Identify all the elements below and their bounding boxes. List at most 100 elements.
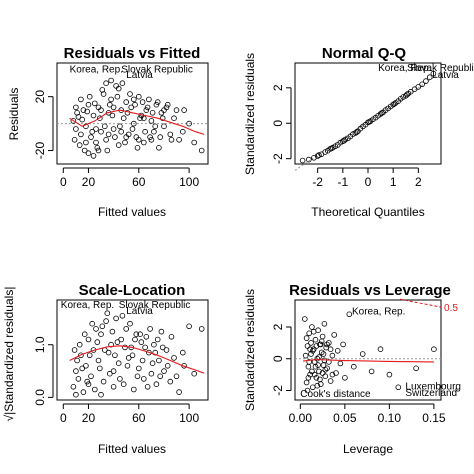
data-point <box>333 370 339 376</box>
data-point <box>110 368 117 374</box>
data-point <box>139 99 146 105</box>
y-tick-label: 0.0 <box>33 389 47 406</box>
data-point <box>342 374 348 381</box>
data-point <box>198 147 205 154</box>
x-tick-label: 100 <box>179 175 199 189</box>
data-point <box>148 118 155 124</box>
data-point <box>415 84 422 90</box>
panel-residuals-vs-fitted: Residuals vs Fitted 0 20 60 100 -20 20 Korea,… <box>7 45 209 219</box>
data-point <box>153 101 160 108</box>
x-tick-label: 1 <box>390 175 397 189</box>
y-tick-label: 1.0 <box>33 336 47 353</box>
data-point <box>93 139 99 146</box>
data-point <box>70 118 77 124</box>
data-point <box>136 365 142 372</box>
data-point <box>120 381 127 388</box>
panel-normal-qq: Normal Q-Q -2 -1 0 1 2 -2 0 2 Korea, Rep.Slovak… <box>243 45 474 219</box>
data-point <box>156 145 162 151</box>
data-point <box>395 384 402 391</box>
data-point <box>115 360 122 367</box>
data-point <box>138 339 145 345</box>
data-point <box>319 370 326 376</box>
data-point <box>313 374 320 381</box>
data-point <box>317 376 323 383</box>
x-axis-label: Leverage <box>343 442 393 456</box>
data-point <box>141 115 147 121</box>
data-point <box>133 331 140 338</box>
data-point <box>118 336 124 343</box>
data-point <box>110 126 117 132</box>
data-point <box>325 340 332 346</box>
data-point <box>92 100 98 107</box>
data-point <box>81 147 88 154</box>
data-point <box>78 131 84 138</box>
data-point <box>359 351 366 357</box>
point-annotation: Korea, Rep. <box>70 64 123 75</box>
data-point <box>167 131 174 138</box>
data-point <box>123 134 129 140</box>
data-point <box>331 332 338 338</box>
smoother-line <box>302 358 434 363</box>
data-point <box>128 104 135 111</box>
data-point <box>76 142 83 148</box>
data-point <box>139 357 146 364</box>
data-point <box>90 153 97 159</box>
data-point <box>322 366 329 373</box>
data-point <box>141 139 147 146</box>
data-point <box>308 340 314 346</box>
data-point <box>149 360 156 367</box>
data-point <box>157 134 164 140</box>
data-point <box>142 128 148 135</box>
data-point <box>350 363 357 370</box>
panel-title: Residuals vs Fitted <box>64 45 201 62</box>
data-point <box>119 312 126 319</box>
data-point <box>143 333 150 340</box>
data-point <box>131 120 137 127</box>
data-point <box>108 77 114 84</box>
data-point <box>329 371 336 378</box>
y-axis-label: Standardized residuals <box>243 53 257 175</box>
data-point <box>318 349 325 356</box>
data-point <box>70 383 77 390</box>
data-point <box>142 344 148 351</box>
data-point <box>322 373 329 380</box>
data-point <box>92 386 98 393</box>
data-point <box>74 110 80 116</box>
data-point <box>79 116 85 123</box>
data-point <box>341 137 347 144</box>
point-annotation: Switzerland <box>405 388 457 399</box>
data-point <box>163 347 170 353</box>
x-tick-label: -1 <box>337 175 348 189</box>
data-point <box>89 320 95 327</box>
data-point <box>109 112 116 119</box>
x-tick-label: 0 <box>365 175 372 189</box>
data-point <box>159 115 166 121</box>
data-point <box>99 87 106 93</box>
data-point <box>181 107 187 113</box>
data-point <box>151 128 157 135</box>
data-point <box>353 129 360 135</box>
data-point <box>173 373 180 380</box>
point-annotation: Latvia <box>432 70 459 81</box>
data-point <box>137 115 143 121</box>
data-point <box>122 139 128 146</box>
point-annotation: Latvia <box>126 306 153 317</box>
plot-frame <box>56 62 209 165</box>
data-point <box>153 381 160 388</box>
y-tick-label: 2 <box>271 323 285 330</box>
data-point <box>316 368 322 375</box>
data-point <box>93 326 99 332</box>
data-point <box>319 333 326 340</box>
data-point <box>147 326 153 332</box>
data-point <box>148 137 155 143</box>
data-point <box>85 150 92 157</box>
data-point <box>176 137 182 143</box>
data-point <box>80 107 87 113</box>
data-point <box>110 104 117 111</box>
data-point <box>305 374 312 381</box>
data-point <box>144 383 151 390</box>
data-point <box>366 119 373 125</box>
data-point <box>334 347 341 354</box>
data-point <box>400 94 407 100</box>
data-point <box>78 352 84 359</box>
